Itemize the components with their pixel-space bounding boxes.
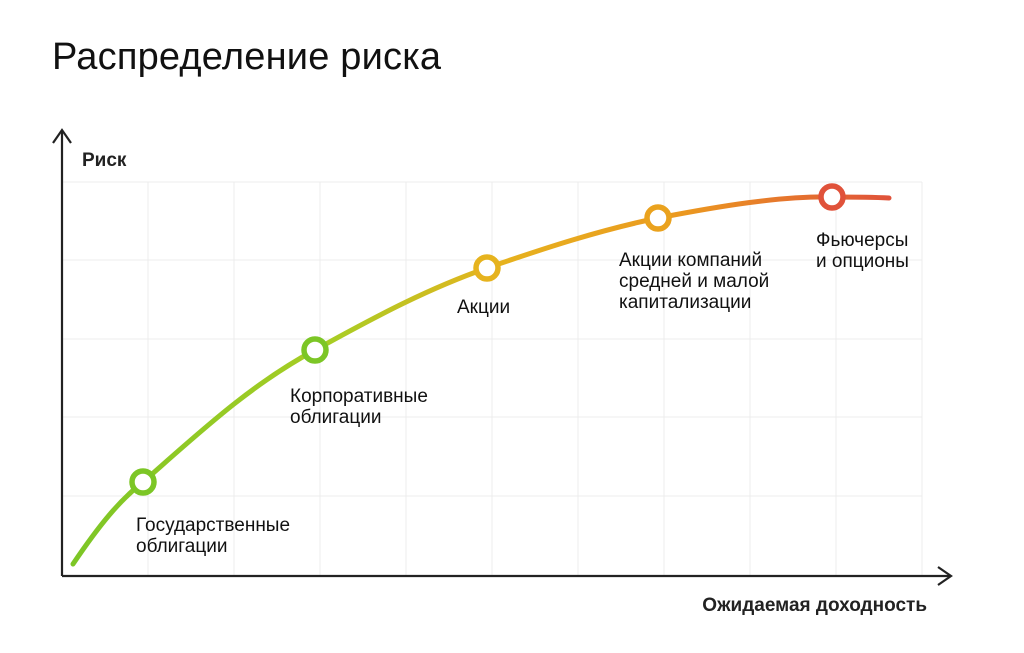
data-point-label-line: Акции: [457, 297, 510, 318]
y-axis-arrow: [52, 128, 72, 144]
data-point-label-line: облигации: [290, 407, 381, 428]
data-point-marker: [644, 204, 672, 232]
data-point-label: Акции компаний средней и малой капитализац…: [619, 250, 769, 313]
data-point-marker: [473, 254, 501, 282]
data-point-label-line: Фьючерсы: [816, 230, 908, 251]
data-point-label-line: Акции компаний: [619, 250, 762, 271]
x-axis-arrow: [937, 566, 953, 586]
data-point-marker: [818, 183, 846, 211]
data-point-label-line: облигации: [136, 536, 227, 557]
data-point-label: Фьючерсы и опционы: [816, 230, 909, 272]
risk-curve: [70, 194, 892, 567]
x-axis-label: Ожидаемая доходность: [702, 595, 927, 616]
chart-title: Распределение риска: [52, 36, 442, 78]
data-point-marker: [129, 468, 157, 496]
data-point-label: Корпоративные облигации: [290, 386, 428, 428]
data-point-label-line: капитализации: [619, 292, 751, 313]
data-point-label: Государственные облигации: [136, 515, 290, 557]
data-point-marker: [301, 336, 329, 364]
data-point-label-line: Государственные: [136, 515, 290, 536]
data-point-label-line: Корпоративные: [290, 386, 428, 407]
data-point-label-line: средней и малой: [619, 271, 769, 292]
y-axis-label: Риск: [82, 150, 127, 171]
axes: [52, 128, 953, 586]
grid: [63, 181, 923, 575]
data-point-label: Акции: [457, 297, 510, 318]
data-point-label-line: и опционы: [816, 251, 909, 272]
